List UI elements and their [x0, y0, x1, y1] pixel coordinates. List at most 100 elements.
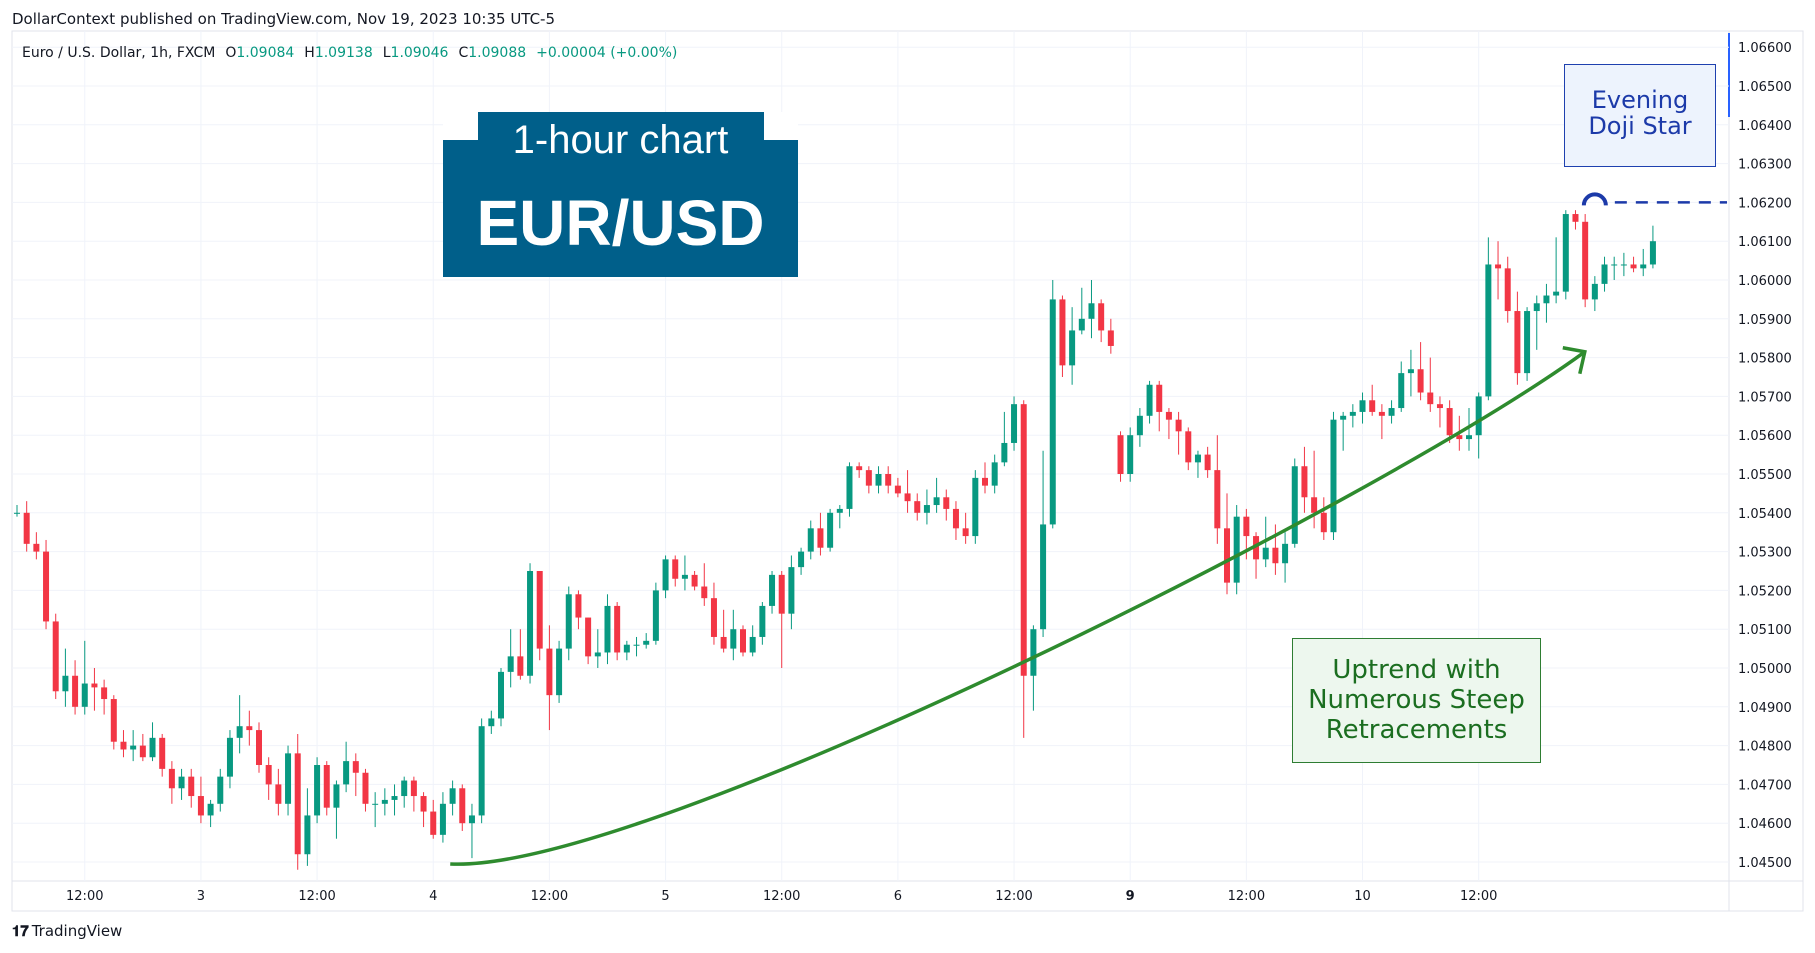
candle-body [1146, 384, 1153, 416]
candle-down [865, 466, 872, 494]
uptrend-label: Uptrend with Numerous Steep Retracements [1292, 638, 1541, 763]
candle-down [1582, 214, 1589, 308]
close-label: C [458, 45, 469, 61]
candle-body [430, 811, 437, 835]
candle-body [817, 528, 824, 548]
uptrend-arrow-head [1562, 346, 1587, 375]
y-tick-label: 1.04900 [1738, 701, 1792, 716]
candle-up [836, 505, 843, 529]
candle-down [536, 571, 543, 661]
candle-down [294, 733, 301, 870]
candle-body [923, 505, 930, 513]
candle-down [1020, 400, 1027, 738]
candle-body [1069, 330, 1076, 366]
candle-body [1253, 536, 1260, 560]
candle-body [149, 737, 156, 758]
candle-up [1233, 505, 1240, 595]
candle-body [168, 768, 175, 789]
candle-up [1136, 408, 1143, 447]
candle-up [1533, 295, 1540, 350]
candle-up [226, 730, 233, 789]
candle-body [420, 796, 427, 812]
x-tick-label: 12:00 [531, 889, 568, 904]
candle-down [1107, 318, 1114, 354]
candle-body [982, 477, 988, 486]
candle-down [1436, 396, 1443, 428]
y-tick-label: 1.05200 [1738, 584, 1792, 599]
candle-body [1320, 512, 1327, 533]
candle-body [1495, 264, 1502, 269]
candle-up [991, 454, 998, 494]
candle-body [1098, 303, 1105, 331]
candle-down [420, 792, 427, 828]
candle-body [304, 815, 311, 855]
candle-body [488, 718, 495, 727]
candle-up [749, 625, 756, 657]
candle-body [575, 594, 582, 618]
y-tick-label: 1.06100 [1738, 235, 1792, 250]
candle-up [1524, 307, 1531, 381]
candle-body [1485, 264, 1492, 397]
candle-up [149, 722, 156, 762]
candle-body [1407, 369, 1414, 374]
candle-body [1369, 400, 1376, 412]
brand-name: TradingView [31, 922, 123, 940]
legend-bar[interactable]: Euro / U.S. Dollar, 1h, FXCM O1.09084 H1.0… [22, 45, 677, 61]
candlestick-series [14, 210, 1656, 870]
candle-body [1533, 303, 1540, 312]
candle-body [178, 776, 185, 789]
candle-down [110, 695, 117, 750]
candle-body [265, 765, 272, 785]
candle-down [585, 617, 592, 665]
open-label: O [225, 45, 237, 61]
candle-down [982, 462, 988, 494]
candle-down [275, 768, 282, 816]
low-label: L [382, 45, 391, 61]
candle-down [720, 609, 727, 653]
publish-info: DollarContext published on TradingView.c… [12, 10, 556, 28]
candle-body [1175, 419, 1182, 432]
candle-body [1649, 241, 1656, 265]
candle-body [207, 803, 214, 816]
candle-down [1417, 342, 1424, 401]
candle-body [1582, 221, 1589, 300]
candle-body [236, 726, 243, 738]
candle-down [614, 602, 621, 661]
candle-body [546, 648, 553, 696]
candle-body [1001, 442, 1008, 463]
candle-up [623, 640, 630, 661]
candle-down [894, 477, 901, 498]
candle-up [333, 780, 340, 839]
candle-up [1146, 380, 1153, 424]
candle-body [1611, 264, 1618, 266]
candle-up [1049, 280, 1056, 529]
candle-up [788, 555, 795, 630]
candle-up [178, 768, 185, 800]
candle-body [333, 784, 340, 808]
candle-up [1562, 210, 1569, 300]
y-tick-label: 1.05800 [1738, 352, 1792, 367]
candle-down [1185, 427, 1192, 471]
candle-body [1436, 404, 1443, 409]
candle-body [1185, 431, 1192, 463]
candle-down [517, 629, 524, 680]
symbol-name[interactable]: Euro / U.S. Dollar, 1h, FXCM [22, 45, 216, 61]
tradingview-brand[interactable]: 𝟏𝟕 TradingView [12, 922, 122, 940]
candle-body [314, 765, 321, 816]
candle-up [343, 741, 350, 793]
y-tick-label: 1.05300 [1738, 546, 1792, 561]
candle-body [720, 636, 727, 649]
candle-body [43, 551, 50, 622]
candle-body [1543, 295, 1550, 304]
candle-body [1514, 311, 1521, 374]
candle-down [52, 613, 59, 700]
candle-up [681, 555, 688, 591]
candle-down [914, 493, 921, 521]
candle-body [256, 730, 262, 765]
candle-down [710, 582, 717, 645]
candle-body [952, 508, 959, 529]
candle-down [43, 539, 50, 630]
candle-down [256, 722, 262, 773]
